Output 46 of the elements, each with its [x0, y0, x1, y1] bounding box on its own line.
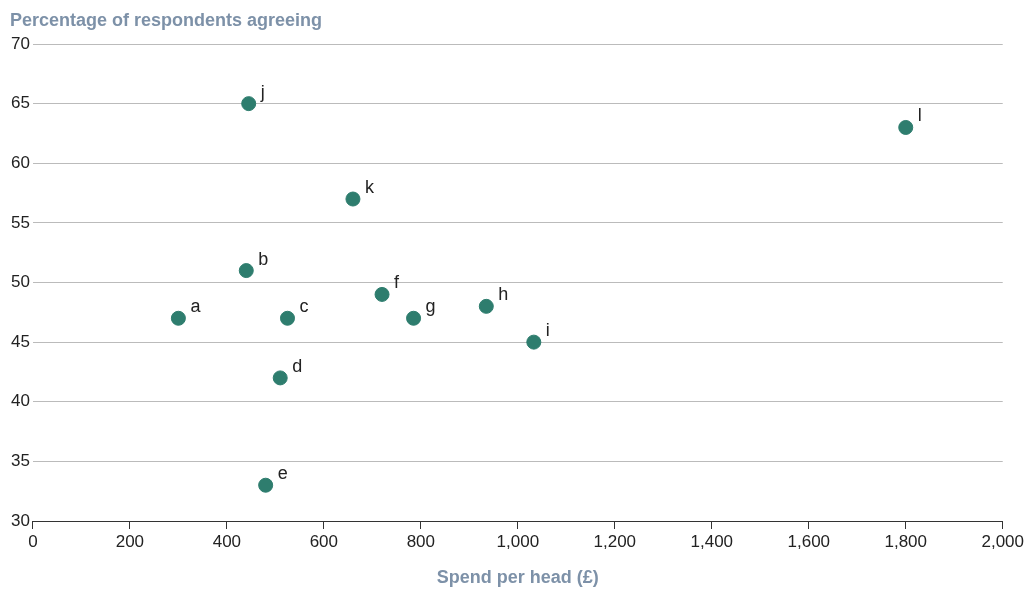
annotation: j: [259, 81, 265, 102]
x-tick-label: 200: [115, 531, 145, 551]
y-axis-title: Percentage of respondents agreeing: [10, 9, 323, 30]
annotation: i: [545, 320, 550, 341]
annotation: e: [277, 463, 288, 484]
annotation: c: [299, 296, 309, 317]
point: [238, 263, 254, 279]
y-tick-label: 65: [10, 93, 30, 113]
x-tick-label: 1,200: [593, 531, 637, 551]
point: [258, 477, 274, 493]
x-tick-label: 400: [212, 531, 242, 551]
annotation: l: [917, 105, 922, 126]
y-tick-label: 35: [10, 451, 30, 471]
point: [279, 310, 295, 326]
y-tick-label: 70: [10, 33, 30, 53]
point: [345, 191, 361, 207]
x-tick-label: 1,600: [787, 531, 831, 551]
y-tick-label: 30: [10, 510, 30, 530]
x-tick-label: 1,800: [884, 531, 928, 551]
y-tick-label: 50: [10, 272, 30, 292]
x-tick-label: 800: [406, 531, 436, 551]
point: [241, 96, 257, 112]
x-tick-label: 1,000: [496, 531, 540, 551]
y-tick-label: 55: [10, 212, 30, 232]
y-tick-label: 45: [10, 331, 30, 351]
point: [272, 370, 288, 386]
annotation: d: [292, 355, 303, 376]
y-tick-label: 40: [10, 391, 30, 411]
point: [526, 334, 542, 350]
x-tick-label: 0: [28, 531, 38, 551]
x-tick-label: 600: [309, 531, 339, 551]
point: [406, 310, 422, 326]
annotation: b: [258, 248, 269, 269]
y-tick-label: 60: [10, 152, 30, 172]
point: [170, 310, 186, 326]
annotation: h: [498, 284, 509, 305]
annotation: g: [425, 296, 436, 317]
annotation: a: [190, 296, 202, 317]
annotation: k: [364, 176, 375, 197]
point: [374, 286, 390, 302]
annotation: f: [394, 272, 401, 293]
x-tick-label: 2,000: [981, 531, 1024, 551]
point: [478, 298, 494, 314]
x-axis-title: Spend per head (£): [436, 567, 599, 588]
x-tick-label: 1,400: [690, 531, 734, 551]
point: [898, 119, 914, 135]
